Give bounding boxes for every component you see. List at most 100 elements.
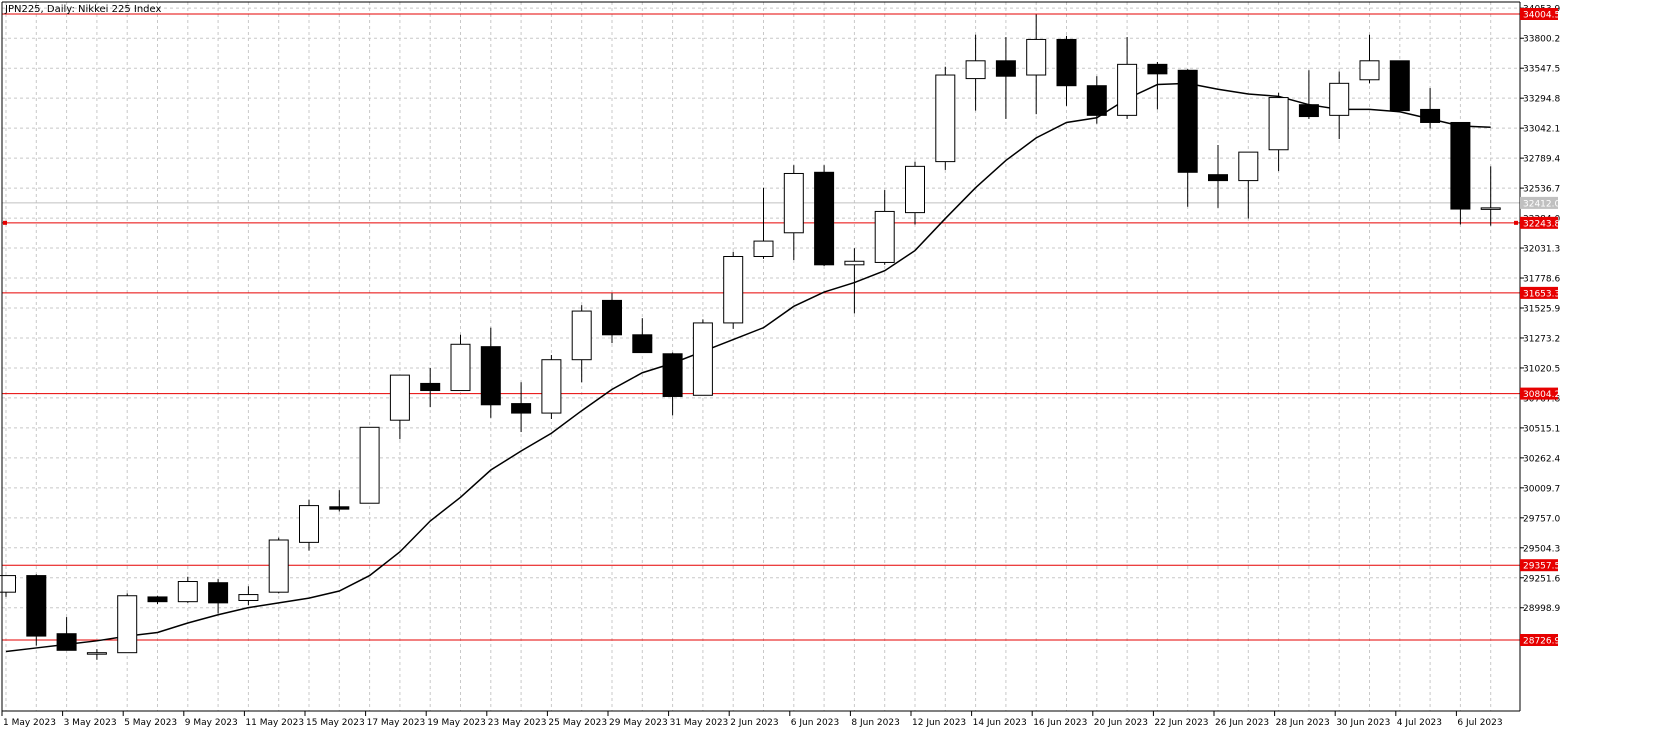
bullish-candle-body [1480,207,1501,210]
x-tick-label: 11 May 2023 [245,718,304,728]
candle [1056,35,1077,106]
candle [329,490,350,512]
price-level-label: 31653.3 [1523,289,1560,299]
candle [692,319,713,396]
candle [268,537,289,594]
y-tick-label: 30262.4 [1523,454,1560,464]
current-price-badge [1520,196,1558,209]
candle [359,426,380,504]
bullish-candle-body [935,74,956,163]
candle [995,37,1016,119]
bearish-candle-body [1420,108,1441,123]
candle [1086,76,1107,124]
bearish-candle-body [329,506,350,510]
bearish-candle-body [1208,174,1228,182]
bullish-candle-body [571,310,592,361]
y-tick-label: 31273.2 [1523,334,1560,344]
candle [1450,121,1471,225]
price-level-badge [1520,559,1558,572]
bearish-candle-body [1086,85,1107,116]
candle [1359,34,1380,84]
candle [177,576,198,603]
y-tick-label: 32031.3 [1523,245,1560,255]
x-tick-label: 17 May 2023 [367,718,426,728]
bearish-candle-body [26,575,47,637]
y-tick-label: 32789.4 [1523,155,1560,165]
candle [299,499,319,551]
bullish-candle-body [177,581,198,603]
candle [632,318,653,354]
axes [1,1,1521,712]
bearish-candle-body [1450,121,1471,210]
price-level-label: 29357.5 [1523,562,1560,572]
x-tick-label: 16 Jun 2023 [1033,718,1087,728]
bullish-candle-body [692,322,713,396]
bearish-candle-body [1056,38,1077,87]
candle [571,305,592,383]
x-tick-label: 5 May 2023 [124,718,177,728]
x-tick-label: 14 Jun 2023 [973,718,1027,728]
x-tick-label: 28 Jun 2023 [1276,718,1330,728]
candle [844,248,865,314]
bearish-candle-body [662,353,683,397]
candle [723,251,744,329]
candle [117,593,138,654]
candles [0,14,1501,660]
candle [86,649,107,660]
x-tick-label: 22 Jun 2023 [1154,718,1208,728]
price-level-label: 28726.9 [1523,637,1560,647]
y-tick-label: 33547.5 [1523,65,1560,75]
bearish-candle-body [511,403,532,414]
candle [1298,70,1319,119]
bearish-candle-body [632,334,653,354]
y-tick-label: 31525.9 [1523,304,1560,314]
candle [147,595,168,605]
y-tick-label: 33042.1 [1523,125,1560,135]
candle [814,165,835,266]
bullish-candle-body [541,359,562,414]
bullish-candle-body [1329,82,1350,116]
bullish-candle-body [753,240,774,258]
x-axis-labels: 1 May 2023 3 May 2023 5 May 2023 9 May 2023… [1,711,1503,728]
moving-average-line [5,82,1491,653]
bearish-candle-body [1298,104,1319,118]
bearish-candle-body [147,596,168,603]
y-tick-label: 33800.2 [1523,35,1560,45]
bullish-candle-body [0,575,16,593]
price-level-label: 32243.8 [1523,219,1560,229]
bullish-candle-body [117,595,138,654]
price-level-badge [1520,634,1558,646]
x-tick-label: 6 Jun 2023 [791,718,839,728]
bullish-candle-body [844,260,865,266]
level-marker [3,220,7,225]
x-tick-label: 4 Jul 2023 [1397,718,1442,728]
y-axis-labels: 34053.933800.233547.533294.833042.132789… [1520,5,1560,614]
x-tick-label: 26 Jun 2023 [1215,718,1269,728]
price-level-badge [1520,286,1558,299]
bearish-candle-body [602,299,622,336]
candle [1238,151,1259,219]
bullish-candle-body [905,165,925,214]
candle [905,161,925,225]
candle [965,34,986,111]
x-tick-label: 3 May 2023 [64,718,117,728]
bullish-candle-body [86,652,107,655]
candle [56,617,77,651]
candle [1117,37,1138,119]
bullish-candle-body [723,256,744,324]
y-tick-label: 30009.7 [1523,484,1560,494]
candle [783,165,804,261]
bearish-candle-body [480,346,501,406]
candle [1329,71,1350,140]
x-tick-label: 20 Jun 2023 [1094,718,1148,728]
current-price-label: 32412.0 [1523,199,1560,209]
candle [1208,145,1228,208]
bullish-candle-body [965,60,986,80]
bearish-candle-body [1177,69,1198,173]
chart-title: JPN225, Daily: Nikkei 225 Index [4,4,161,15]
bullish-candle-body [783,172,804,234]
candle [26,574,47,646]
candle [1177,69,1198,207]
x-tick-label: 9 May 2023 [185,718,238,728]
x-tick-label: 23 May 2023 [488,718,547,728]
